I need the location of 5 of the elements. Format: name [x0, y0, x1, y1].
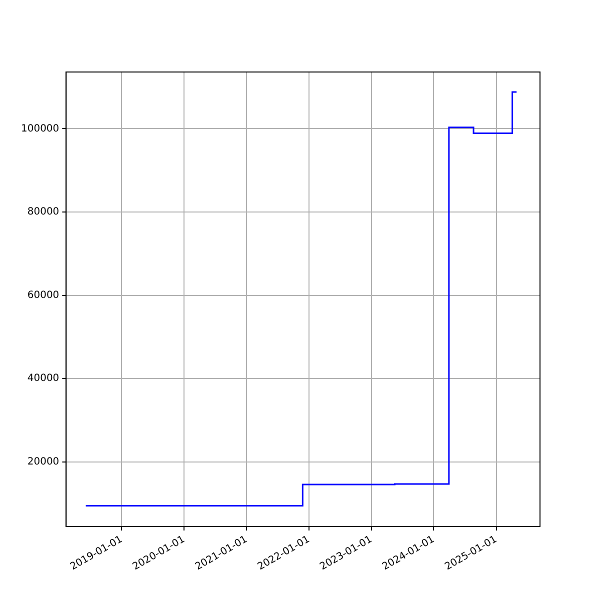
y-tick-label: 80000	[27, 206, 60, 218]
y-tick-label: 100000	[20, 123, 60, 134]
y-tick-label: 20000	[27, 456, 60, 468]
y-tick-label: 60000	[27, 290, 60, 301]
y-tick-label: 40000	[27, 373, 60, 384]
